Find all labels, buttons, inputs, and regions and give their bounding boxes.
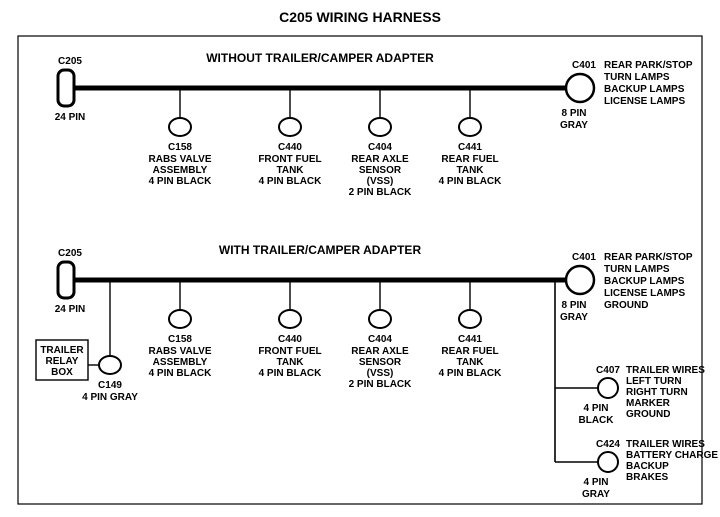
svg-text:4 PIN BLACK: 4 PIN BLACK	[259, 176, 323, 187]
svg-text:C149: C149	[98, 380, 122, 391]
svg-text:TRAILER WIRES: TRAILER WIRES	[626, 439, 705, 450]
conn-c404-top	[369, 118, 391, 136]
svg-text:C407: C407	[596, 365, 620, 376]
svg-text:BLACK: BLACK	[579, 415, 615, 426]
svg-text:TANK: TANK	[456, 357, 484, 368]
svg-text:LICENSE LAMPS: LICENSE LAMPS	[604, 288, 685, 299]
svg-text:GRAY: GRAY	[560, 312, 588, 323]
svg-text:C441: C441	[458, 142, 482, 153]
svg-text:4 PIN BLACK: 4 PIN BLACK	[259, 368, 323, 379]
svg-text:C205: C205	[58, 248, 82, 259]
conn-c440-top	[279, 118, 301, 136]
svg-text:GRAY: GRAY	[582, 489, 610, 500]
svg-text:C401: C401	[572, 60, 596, 71]
svg-text:REAR AXLE: REAR AXLE	[351, 346, 409, 357]
conn-c158-bot	[169, 310, 191, 328]
svg-text:C205: C205	[58, 56, 82, 67]
conn-c401-bot	[566, 266, 594, 294]
conn-c404-bot	[369, 310, 391, 328]
svg-text:4 PIN: 4 PIN	[583, 477, 608, 488]
svg-text:GRAY: GRAY	[560, 120, 588, 131]
svg-text:ASSEMBLY: ASSEMBLY	[153, 357, 208, 368]
conn-c205-bot	[58, 262, 74, 298]
svg-text:GROUND: GROUND	[604, 300, 648, 311]
conn-c205-top	[58, 70, 74, 106]
svg-text:8 PIN: 8 PIN	[561, 108, 586, 119]
svg-text:REAR PARK/STOP: REAR PARK/STOP	[604, 252, 693, 263]
conn-c149	[99, 356, 121, 374]
svg-text:MARKER: MARKER	[626, 398, 671, 409]
svg-text:C404: C404	[368, 142, 392, 153]
conn-c441-top	[459, 118, 481, 136]
svg-text:C441: C441	[458, 334, 482, 345]
svg-text:BACKUP LAMPS: BACKUP LAMPS	[604, 276, 685, 287]
svg-text:TANK: TANK	[276, 165, 304, 176]
svg-text:REAR FUEL: REAR FUEL	[441, 154, 498, 165]
svg-text:4 PIN BLACK: 4 PIN BLACK	[439, 368, 503, 379]
svg-text:4 PIN: 4 PIN	[583, 403, 608, 414]
svg-text:C401: C401	[572, 252, 596, 263]
svg-text:BRAKES: BRAKES	[626, 472, 669, 483]
svg-text:SENSOR: SENSOR	[359, 165, 402, 176]
svg-text:REAR FUEL: REAR FUEL	[441, 346, 498, 357]
svg-text:TRAILER WIRES: TRAILER WIRES	[626, 365, 705, 376]
svg-text:(VSS): (VSS)	[367, 176, 394, 187]
svg-text:C424: C424	[596, 439, 620, 450]
svg-text:RELAY: RELAY	[46, 356, 79, 367]
svg-text:4 PIN BLACK: 4 PIN BLACK	[149, 176, 213, 187]
conn-c424	[598, 452, 618, 472]
svg-text:4 PIN BLACK: 4 PIN BLACK	[439, 176, 503, 187]
svg-text:C158: C158	[168, 334, 192, 345]
svg-text:FRONT FUEL: FRONT FUEL	[258, 154, 321, 165]
conn-c440-bot	[279, 310, 301, 328]
svg-text:WITH TRAILER/CAMPER ADAPTER: WITH TRAILER/CAMPER ADAPTER	[219, 243, 422, 257]
conn-c407	[598, 378, 618, 398]
svg-text:8 PIN: 8 PIN	[561, 300, 586, 311]
svg-text:LEFT TURN: LEFT TURN	[626, 376, 682, 387]
conn-c158-top	[169, 118, 191, 136]
svg-text:GROUND: GROUND	[626, 409, 670, 420]
svg-text:TURN LAMPS: TURN LAMPS	[604, 72, 670, 83]
svg-text:BATTERY CHARGE: BATTERY CHARGE	[626, 450, 718, 461]
svg-text:BACKUP LAMPS: BACKUP LAMPS	[604, 84, 685, 95]
svg-text:C404: C404	[368, 334, 392, 345]
svg-text:4 PIN GRAY: 4 PIN GRAY	[82, 392, 138, 403]
svg-text:C440: C440	[278, 142, 302, 153]
svg-text:24 PIN: 24 PIN	[55, 112, 86, 123]
svg-text:RIGHT TURN: RIGHT TURN	[626, 387, 688, 398]
svg-text:TANK: TANK	[276, 357, 304, 368]
svg-text:WITHOUT TRAILER/CAMPER ADAPT: WITHOUT TRAILER/CAMPER ADAPTER	[206, 51, 434, 65]
svg-text:TURN LAMPS: TURN LAMPS	[604, 264, 670, 275]
svg-text:24 PIN: 24 PIN	[55, 304, 86, 315]
svg-text:RABS VALVE: RABS VALVE	[149, 154, 212, 165]
svg-text:C158: C158	[168, 142, 192, 153]
svg-text:C440: C440	[278, 334, 302, 345]
svg-text:FRONT FUEL: FRONT FUEL	[258, 346, 321, 357]
svg-text:C205 WIRING HARNESS: C205 WIRING HARNESS	[279, 9, 441, 25]
conn-c401-top	[566, 74, 594, 102]
svg-text:RABS VALVE: RABS VALVE	[149, 346, 212, 357]
svg-text:TANK: TANK	[456, 165, 484, 176]
svg-text:BOX: BOX	[51, 367, 73, 378]
svg-text:BACKUP: BACKUP	[626, 461, 669, 472]
svg-text:REAR AXLE: REAR AXLE	[351, 154, 409, 165]
svg-text:(VSS): (VSS)	[367, 368, 394, 379]
svg-text:4 PIN BLACK: 4 PIN BLACK	[149, 368, 213, 379]
svg-text:TRAILER: TRAILER	[40, 345, 84, 356]
svg-text:REAR PARK/STOP: REAR PARK/STOP	[604, 60, 693, 71]
svg-text:LICENSE LAMPS: LICENSE LAMPS	[604, 96, 685, 107]
conn-c441-bot	[459, 310, 481, 328]
svg-text:2 PIN BLACK: 2 PIN BLACK	[349, 379, 413, 390]
svg-text:ASSEMBLY: ASSEMBLY	[153, 165, 208, 176]
svg-text:SENSOR: SENSOR	[359, 357, 402, 368]
svg-text:2 PIN BLACK: 2 PIN BLACK	[349, 187, 413, 198]
